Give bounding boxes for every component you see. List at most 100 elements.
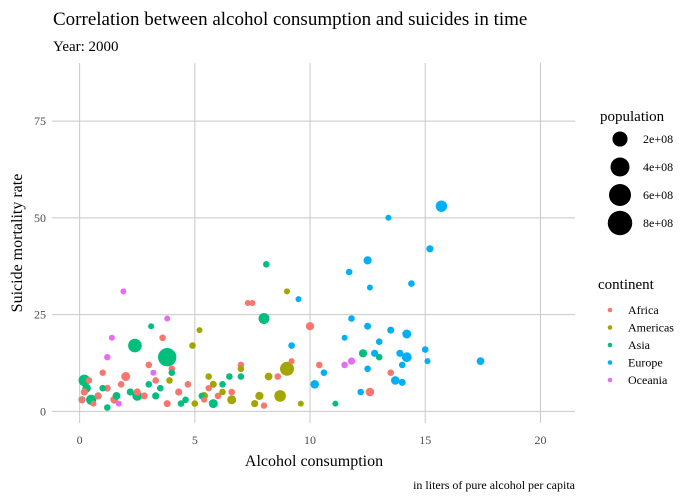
color-legend-label: Asia (628, 338, 651, 352)
size-legend-label: 8e+08 (643, 216, 673, 230)
data-point-americas (227, 395, 237, 405)
data-point-europe (396, 349, 404, 357)
data-point-americas (237, 365, 245, 373)
y-axis-title: Suicide mortality rate (9, 174, 26, 313)
data-point-africa (140, 392, 148, 400)
data-point-africa (152, 377, 159, 384)
size-legend-title: population (600, 109, 665, 125)
data-point-europe (401, 352, 412, 363)
data-point-europe (348, 315, 355, 322)
data-point-asia (237, 373, 245, 380)
size-legend: 2e+08 4e+08 6e+08 8e+08 (607, 131, 673, 236)
data-point-oceania (347, 357, 356, 365)
data-point-africa (175, 388, 183, 396)
y-axis-ticks: 0 25 50 75 (34, 114, 46, 418)
data-point-africa (205, 385, 212, 392)
data-point-americas (205, 373, 212, 380)
data-point-americas (297, 400, 304, 407)
data-point-europe (385, 214, 392, 221)
data-point-africa (80, 388, 88, 396)
y-tick-label: 50 (34, 211, 46, 225)
data-point-africa (260, 402, 268, 409)
data-point-europe (371, 349, 379, 357)
data-point-europe (341, 334, 348, 341)
data-point-africa (387, 369, 395, 377)
data-point-asia (358, 349, 368, 358)
x-tick-label: 10 (304, 433, 316, 447)
data-point-europe (426, 245, 434, 253)
data-point-europe (435, 200, 448, 212)
data-point-asia (168, 369, 176, 377)
data-point-africa (133, 388, 141, 396)
data-point-africa (249, 300, 256, 306)
data-point-africa (305, 322, 315, 331)
data-point-americas (209, 380, 217, 388)
data-point-asia (219, 381, 226, 388)
data-point-europe (408, 280, 415, 287)
chart-title: Correlation between alcohol consumption … (53, 9, 527, 30)
data-point-oceania (341, 361, 348, 369)
size-legend-key (610, 157, 630, 177)
data-point-europe (402, 329, 412, 339)
data-point-asia (375, 353, 383, 361)
data-point-oceania (120, 288, 127, 295)
data-point-asia (258, 313, 270, 324)
data-point-europe (421, 346, 429, 353)
chart-subtitle: Year: 2000 (53, 39, 119, 55)
color-legend-key (607, 377, 613, 383)
data-point-americas (255, 391, 264, 400)
color-legend-key (607, 307, 613, 313)
data-point-americas (166, 377, 173, 384)
data-point-africa (184, 381, 192, 388)
data-point-asia (152, 392, 160, 400)
data-point-americas (264, 372, 273, 381)
y-tick-label: 0 (40, 404, 46, 418)
data-point-africa (90, 400, 97, 407)
color-legend-key (607, 342, 613, 348)
data-point-asia (104, 404, 111, 411)
data-point-europe (364, 322, 372, 330)
data-point-americas (219, 388, 226, 396)
data-point-africa (121, 372, 131, 381)
color-legend-label: Oceania (628, 373, 668, 387)
color-legend: Africa Americas Asia Europe Oceania (607, 303, 674, 387)
data-point-asia (148, 323, 155, 330)
size-legend-label: 4e+08 (643, 160, 673, 174)
data-point-europe (364, 365, 371, 373)
data-point-oceania (115, 400, 122, 407)
data-point-europe (357, 388, 365, 396)
data-point-asia (157, 384, 164, 392)
data-point-americas (189, 342, 196, 349)
data-point-asia (332, 400, 339, 407)
data-point-asia (126, 388, 134, 396)
color-legend-title: continent (598, 277, 655, 293)
color-legend-label: Africa (628, 303, 659, 317)
size-legend-label: 2e+08 (643, 132, 673, 146)
data-point-americas (251, 400, 259, 408)
data-point-africa (244, 300, 251, 306)
data-point-oceania (104, 354, 111, 361)
data-point-africa (145, 361, 153, 369)
data-point-asia (128, 338, 142, 353)
gridlines (52, 63, 575, 423)
data-point-oceania (108, 334, 115, 341)
data-point-africa (163, 400, 171, 408)
color-legend-label: Americas (628, 321, 674, 335)
x-axis-ticks: 0 5 10 15 20 (77, 433, 547, 447)
data-point-africa (274, 373, 282, 380)
data-point-americas (196, 327, 203, 334)
data-point-africa (228, 388, 235, 396)
data-point-africa (78, 396, 86, 404)
data-point-oceania (164, 315, 171, 322)
data-point-africa (288, 358, 295, 365)
x-axis-title: Alcohol consumption (245, 453, 383, 470)
data-points (78, 200, 485, 411)
data-point-europe (387, 326, 395, 334)
data-point-europe (345, 268, 353, 276)
data-point-europe (398, 361, 406, 369)
data-point-africa (94, 392, 102, 400)
x-tick-label: 0 (77, 433, 83, 447)
y-tick-label: 75 (34, 114, 46, 128)
data-point-africa (99, 369, 106, 376)
data-point-asia (78, 374, 91, 387)
